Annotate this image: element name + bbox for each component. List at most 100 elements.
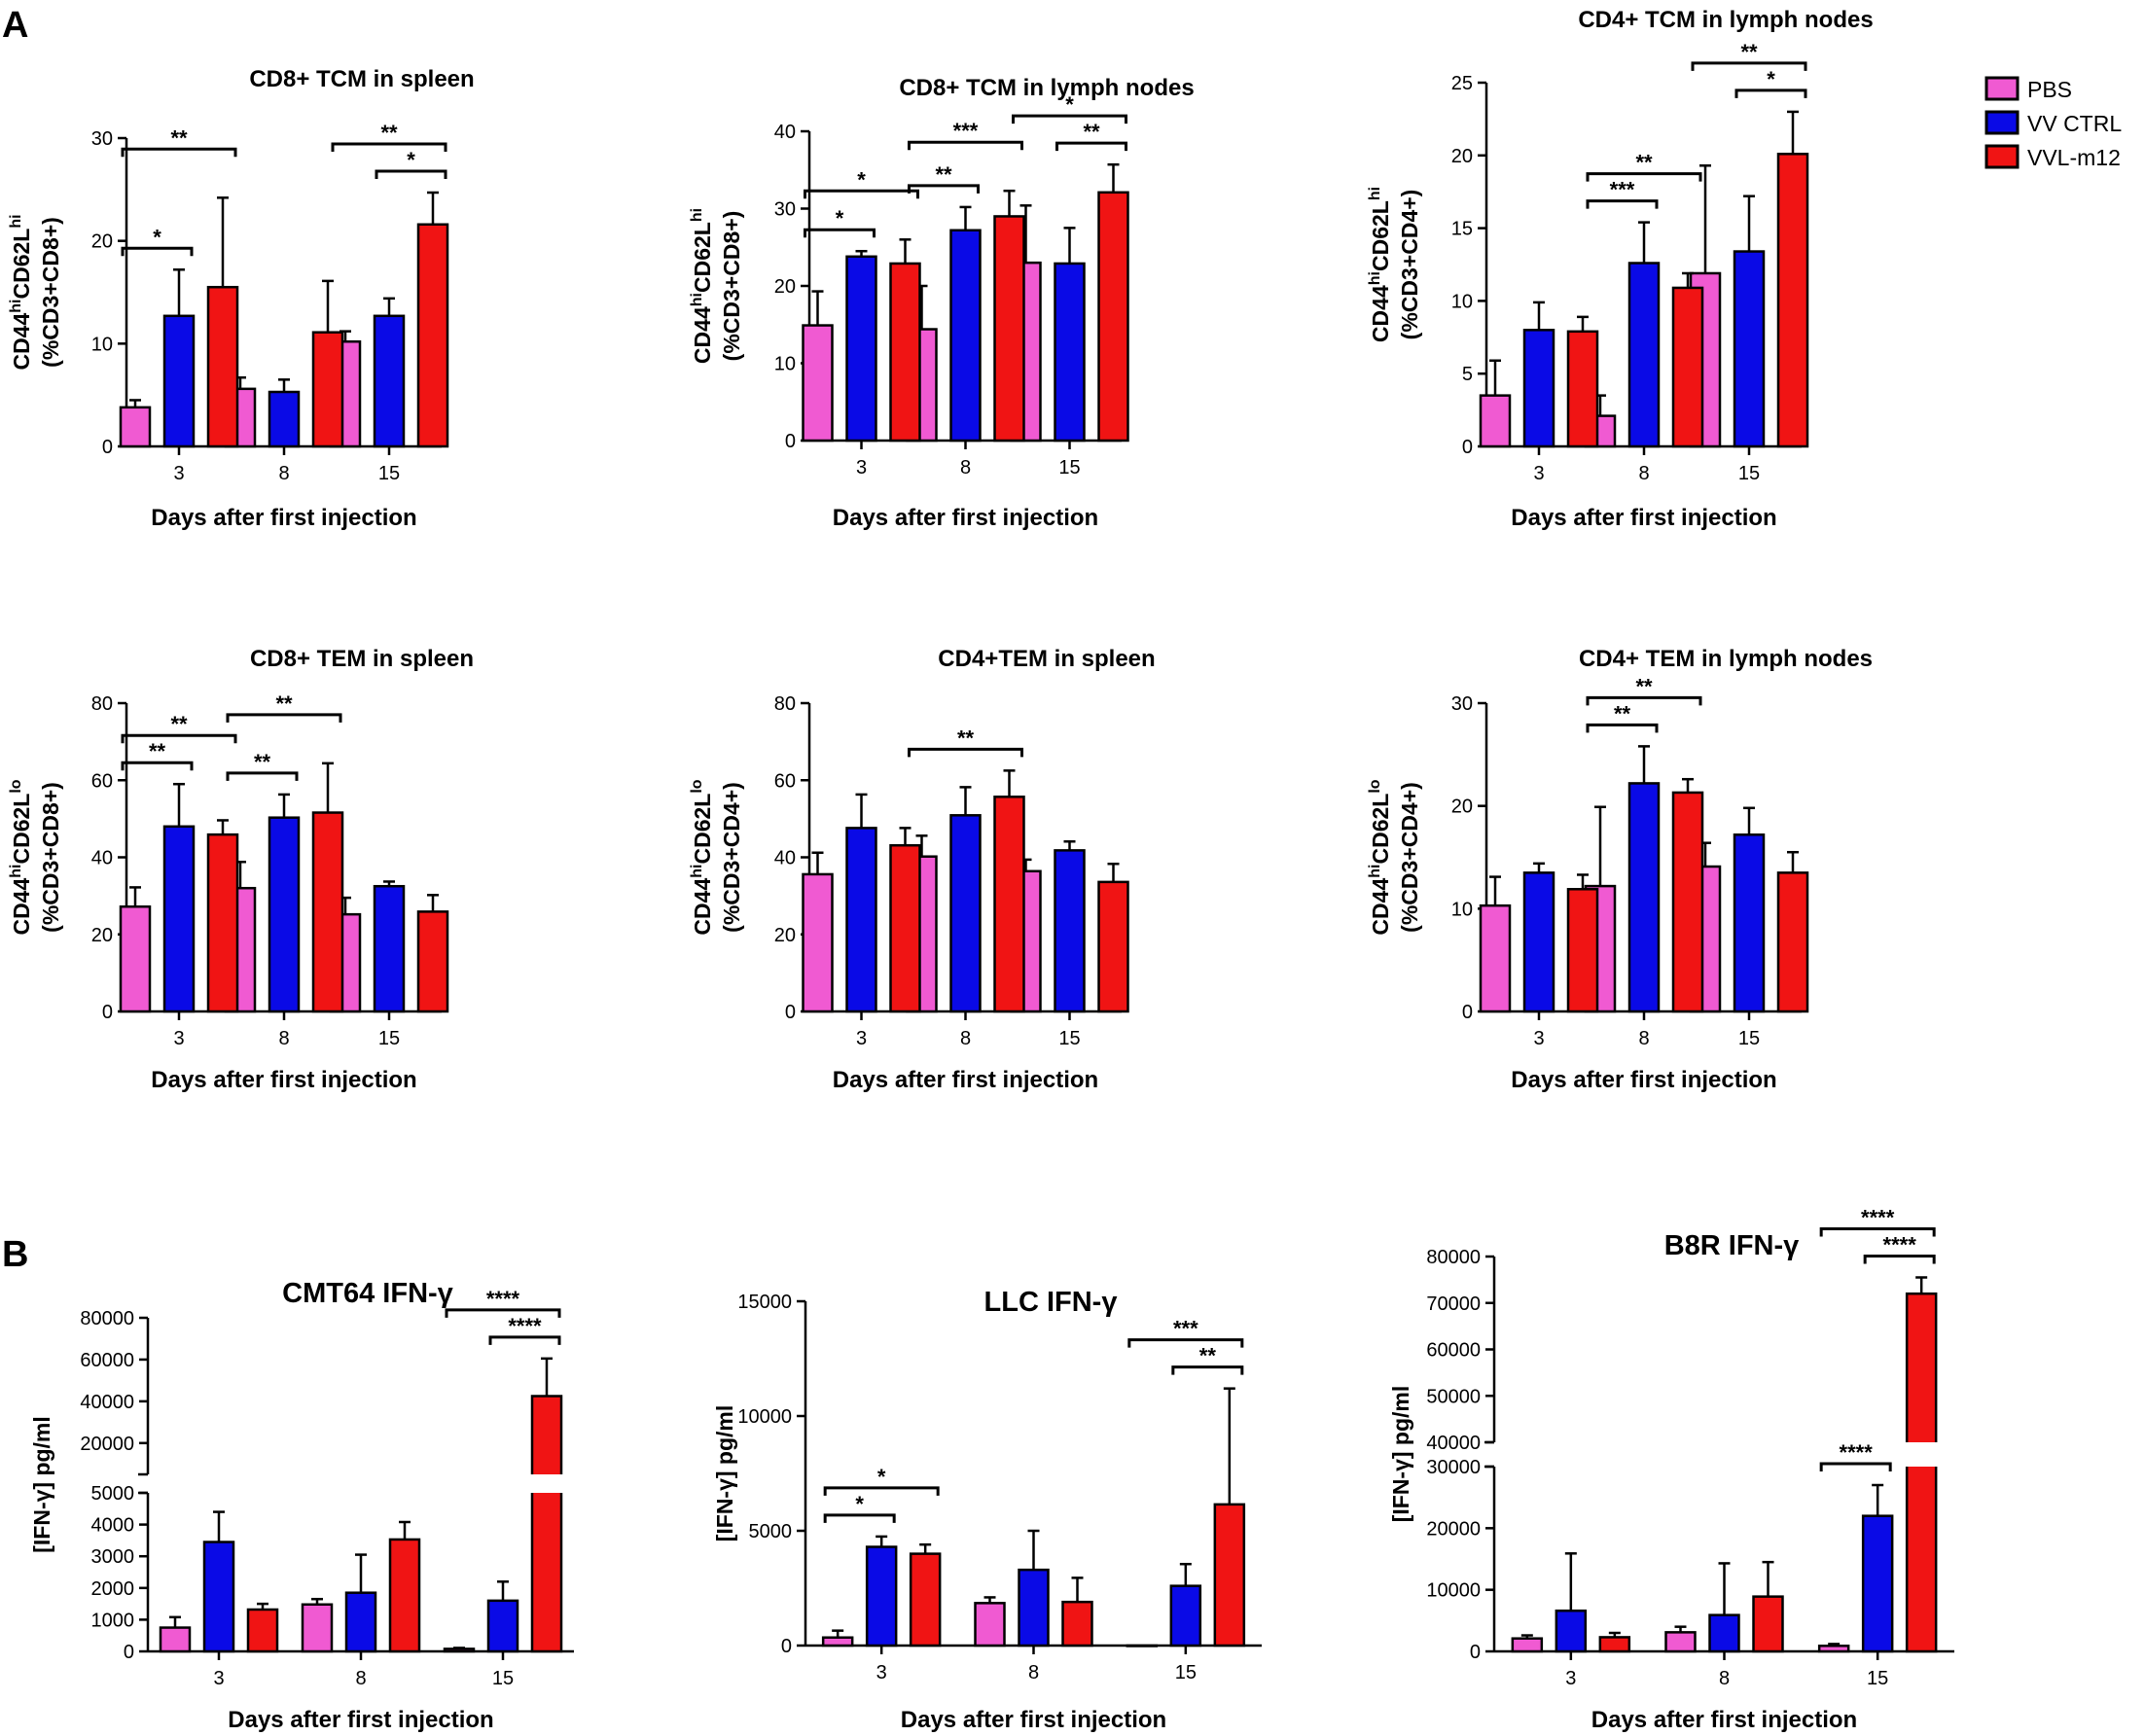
y-axis-label: CD44hiCD62Llo (%CD3+CD8+): [8, 779, 63, 935]
x-tick-label: 8: [960, 1028, 971, 1049]
bar-pbs: [1664, 1631, 1697, 1653]
y-tick-label: 80: [774, 693, 796, 715]
legend-swatch-vvl-m12: [1984, 144, 2020, 169]
y-tick-label: 40: [774, 848, 796, 869]
significance-label: ****: [486, 1287, 520, 1311]
bar-vvl-m12: [311, 811, 344, 1013]
x-tick-label: 8: [960, 457, 971, 478]
significance-label: **: [935, 162, 952, 187]
y-tick-label: 2000: [91, 1578, 135, 1600]
bar-pbs: [1126, 1644, 1159, 1647]
y-tick-label: 40000: [1426, 1433, 1481, 1454]
bar-vvl-m12: [416, 910, 449, 1013]
x-tick-label: 3: [856, 1028, 867, 1049]
chart-title: CD4+ TEM in lymph nodes: [1579, 646, 1873, 672]
y-tick-label: 20: [774, 276, 796, 298]
significance-label: *: [407, 148, 415, 172]
significance-label: **: [957, 726, 975, 750]
significance-label: ****: [1861, 1205, 1895, 1229]
legend-label-vvl-m12: VVL-m12: [2027, 145, 2121, 170]
y-axis-label: CD44hiCD62Lhi (%CD3+CD8+): [8, 214, 63, 370]
significance-label: *: [877, 1465, 886, 1489]
x-axis-label: Days after first injection: [151, 1067, 416, 1093]
bar-pbs: [1817, 1645, 1850, 1653]
x-axis-label: Days after first injection: [833, 1067, 1098, 1093]
legend-label-vv-ctrl: VV CTRL: [2027, 111, 2122, 136]
chart-4: CD8+ TEM in spleen 0 20 40 60 80 3 8 15 Days afte…: [8, 646, 474, 1093]
significance-bracket: [226, 771, 299, 781]
y-tick-label: 60: [774, 770, 796, 792]
y-tick-label: 40: [91, 848, 113, 869]
bar-vv-ctrl: [949, 814, 982, 1013]
y-tick-label: 80: [91, 693, 113, 715]
y-axis-label: CD44hiCD62Lhi (%CD3+CD8+): [689, 208, 744, 364]
bar-pbs: [1511, 1637, 1544, 1653]
legend: PBS VV CTRL VVL-m12: [1984, 76, 2122, 170]
x-tick-label: 15: [378, 463, 400, 484]
significance-label: **: [170, 712, 188, 736]
significance-bracket: [823, 1486, 940, 1496]
significance-bracket: [445, 1308, 561, 1318]
significance-bracket: [121, 147, 237, 158]
panel-label-a: A: [2, 5, 28, 46]
y-tick-label: 20: [91, 231, 113, 253]
bar-vv-ctrl: [1555, 1609, 1588, 1653]
bar-vvl-m12: [1097, 191, 1129, 443]
bar-vvl-m12: [993, 796, 1025, 1013]
y-axis-label-line1: CD44hiCD62Llo: [1367, 779, 1393, 935]
x-tick-label: 15: [1738, 463, 1760, 484]
y-axis-label-text: [IFN-γ] pg/ml: [1388, 1386, 1413, 1523]
significance-bracket: [1819, 1462, 1892, 1471]
significance-label: ***: [953, 119, 979, 143]
significance-bracket: [908, 184, 980, 194]
y-tick-label: 30: [774, 199, 796, 221]
y-tick-label: 0: [102, 437, 113, 458]
significance-label: *: [836, 206, 844, 230]
y-axis-label-line1: CD44hiCD62Lhi: [689, 208, 715, 364]
chart-2: CD8+ TCM in lymph nodes 0 10 20 30 40 3 8 15 Days…: [689, 75, 1195, 531]
y-axis-label-line2: (%CD3+CD8+): [38, 782, 63, 933]
x-axis-label: Days after first injection: [228, 1707, 493, 1733]
significance-bracket: [1055, 141, 1127, 152]
y-tick-label: 0: [124, 1642, 134, 1663]
x-tick-label: 3: [213, 1668, 224, 1689]
bar-pbs: [1479, 394, 1512, 448]
y-axis-label-line1: CD44hiCD62Lhi: [1367, 187, 1393, 342]
y-tick-label: 20: [1451, 797, 1473, 818]
bar-vv-ctrl: [1708, 1613, 1740, 1653]
bar-vv-ctrl: [1627, 782, 1661, 1013]
x-tick-label: 3: [856, 457, 867, 478]
y-tick-label: 0: [785, 1002, 796, 1023]
bar-vvl-m12: [311, 331, 344, 448]
bar-vvl-m12: [993, 215, 1025, 443]
significance-bracket: [804, 228, 876, 238]
bar-vvl-m12: [1671, 791, 1704, 1013]
significance-label: *: [1767, 67, 1775, 91]
significance-label: *: [855, 1492, 864, 1516]
y-tick-label: 30000: [1426, 1457, 1481, 1478]
significance-bracket: [488, 1335, 561, 1345]
y-tick-label: 20: [774, 925, 796, 946]
significance-label: **: [1740, 40, 1758, 64]
y-tick-label: 25: [1451, 73, 1473, 94]
bar-vvl-m12: [909, 1552, 942, 1647]
x-axis-label: Days after first injection: [901, 1707, 1166, 1733]
bar-vv-ctrl: [1522, 871, 1555, 1013]
bar-vvl-m12: [416, 223, 449, 448]
bar-vvl-m12: [1776, 153, 1809, 448]
significance-bracket: [1586, 199, 1659, 209]
significance-bracket: [121, 761, 194, 771]
significance-label: ****: [1883, 1232, 1917, 1257]
chart-title: CD4+ TCM in lymph nodes: [1578, 7, 1873, 33]
bar-vv-ctrl: [162, 825, 196, 1013]
bar-vvl-m12: [1776, 871, 1809, 1013]
bar-vv-ctrl: [373, 884, 406, 1013]
x-tick-label: 3: [876, 1662, 887, 1683]
bar-pbs: [159, 1626, 192, 1653]
y-axis-label-line2: (%CD3+CD8+): [719, 211, 744, 362]
y-tick-label: 10: [91, 334, 113, 355]
x-tick-label: 3: [1565, 1668, 1576, 1689]
chart-7: CMT64 IFN-γ 0 1000 2000 3000 4000 5000 20000 400…: [29, 1278, 574, 1733]
x-tick-label: 8: [1638, 1028, 1649, 1049]
y-tick-label: 60000: [1426, 1340, 1481, 1362]
